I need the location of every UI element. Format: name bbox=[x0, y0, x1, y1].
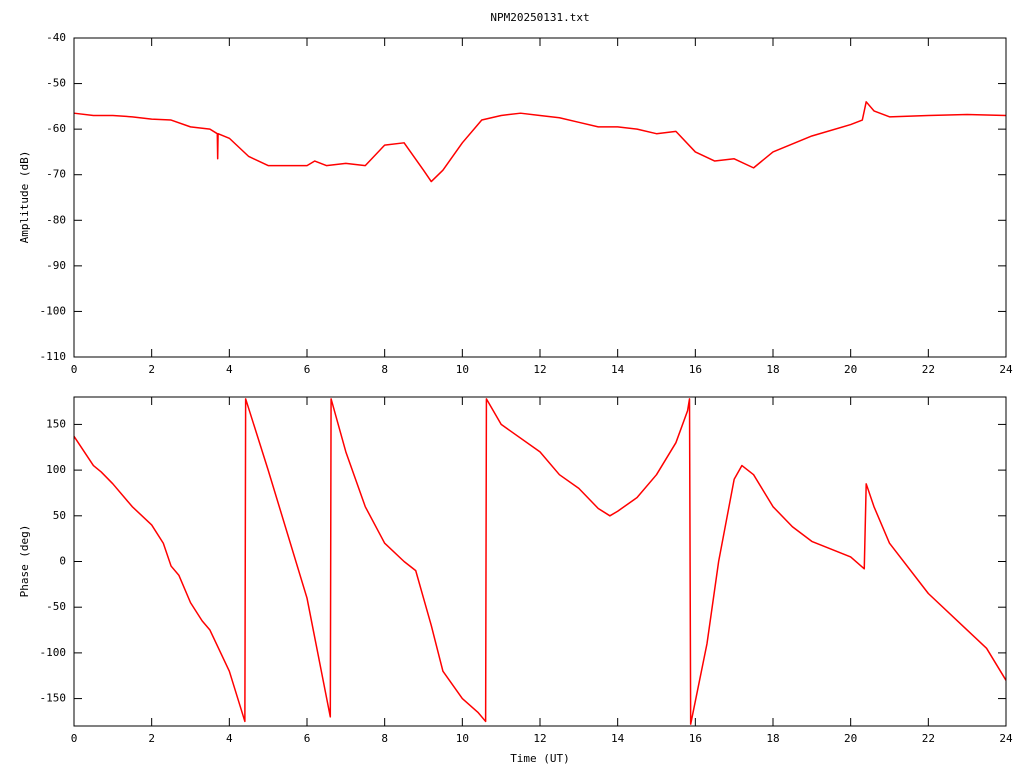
y-tick-label: -110 bbox=[40, 350, 67, 363]
x-tick-label: 16 bbox=[689, 732, 702, 745]
x-tick-label: 0 bbox=[71, 363, 78, 376]
y-tick-label: -50 bbox=[46, 77, 66, 90]
y-tick-label: 0 bbox=[59, 555, 66, 568]
y-tick-label: -60 bbox=[46, 122, 66, 135]
data-line bbox=[73, 398, 1007, 725]
y-tick-label: 150 bbox=[46, 417, 66, 430]
x-tick-label: 22 bbox=[922, 363, 935, 376]
x-tick-label: 2 bbox=[148, 363, 155, 376]
y-tick-label: -40 bbox=[46, 31, 66, 44]
x-tick-label: 6 bbox=[304, 363, 311, 376]
y-tick-label: -50 bbox=[46, 600, 66, 613]
x-tick-label: 18 bbox=[766, 363, 779, 376]
plot-frame bbox=[73, 396, 1007, 727]
plot-frame bbox=[73, 37, 1007, 358]
chart-title: NPM20250131.txt bbox=[490, 11, 589, 24]
x-tick-label: 10 bbox=[456, 732, 469, 745]
y-tick-label: 100 bbox=[46, 463, 66, 476]
y-axis-label: Amplitude (dB) bbox=[18, 151, 31, 244]
x-tick-label: 16 bbox=[689, 363, 702, 376]
x-tick-label: 8 bbox=[381, 732, 388, 745]
x-tick-label: 4 bbox=[226, 363, 233, 376]
x-tick-label: 12 bbox=[533, 732, 546, 745]
y-tick-label: -80 bbox=[46, 213, 66, 226]
y-axis-label: Phase (deg) bbox=[18, 525, 31, 598]
x-tick-label: 2 bbox=[148, 732, 155, 745]
y-tick-label: -90 bbox=[46, 259, 66, 272]
x-tick-label: 0 bbox=[71, 732, 78, 745]
x-tick-label: 22 bbox=[922, 732, 935, 745]
x-tick-label: 14 bbox=[611, 363, 625, 376]
y-tick-label: -70 bbox=[46, 168, 66, 181]
data-line bbox=[73, 101, 1007, 183]
x-tick-label: 20 bbox=[844, 732, 857, 745]
x-tick-label: 6 bbox=[304, 732, 311, 745]
y-tick-label: 50 bbox=[53, 509, 66, 522]
y-tick-label: -100 bbox=[40, 304, 67, 317]
x-tick-label: 18 bbox=[766, 732, 779, 745]
y-tick-label: -100 bbox=[40, 646, 67, 659]
x-tick-label: 4 bbox=[226, 732, 233, 745]
x-tick-label: 10 bbox=[456, 363, 469, 376]
y-tick-label: -150 bbox=[40, 692, 67, 705]
x-tick-label: 24 bbox=[999, 732, 1013, 745]
x-tick-label: 24 bbox=[999, 363, 1013, 376]
x-axis-label: Time (UT) bbox=[510, 752, 570, 765]
x-tick-label: 20 bbox=[844, 363, 857, 376]
x-tick-label: 12 bbox=[533, 363, 546, 376]
x-tick-label: 8 bbox=[381, 363, 388, 376]
x-tick-label: 14 bbox=[611, 732, 625, 745]
